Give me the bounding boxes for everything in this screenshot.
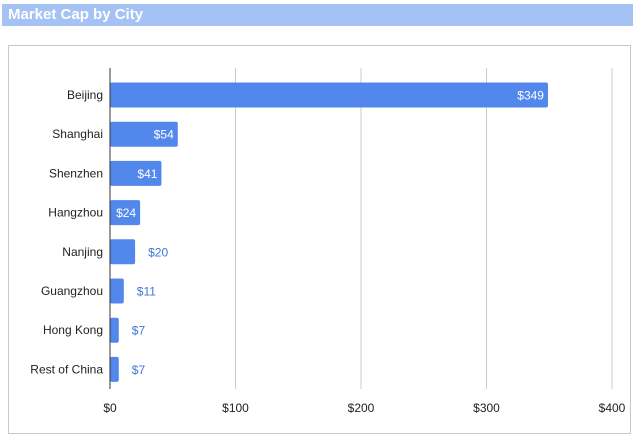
bar [110, 239, 136, 265]
data-label: $54 [154, 128, 174, 142]
bar [110, 121, 178, 147]
bar [110, 160, 162, 186]
x-tick-label: $100 [222, 401, 249, 415]
data-label: $7 [132, 363, 146, 377]
category-label: Rest of China [30, 362, 103, 376]
category-label: Hong Kong [43, 323, 103, 337]
category-label: Shenzhen [49, 166, 103, 180]
bar [110, 278, 124, 304]
category-label: Beijing [67, 88, 103, 102]
chart-title: Market Cap by City [2, 4, 633, 26]
category-label: Nanjing [62, 245, 103, 259]
category-label: Guangzhou [41, 284, 103, 298]
bars [110, 82, 548, 382]
category-label: Hangzhou [48, 206, 103, 220]
labels: $0 $100 $200 $300 $400 Beijing $349 Shanghai $54… [30, 88, 625, 415]
grid-lines [235, 68, 613, 389]
bar [110, 317, 119, 343]
x-tick-label: $400 [599, 401, 626, 415]
x-tick-label: $200 [348, 401, 375, 415]
bar [110, 356, 119, 382]
category-label: Shanghai [52, 127, 103, 141]
data-label: $24 [116, 206, 136, 220]
bar [110, 82, 548, 108]
x-tick-label: $300 [473, 401, 500, 415]
data-label: $20 [148, 245, 168, 259]
data-label: $349 [517, 89, 544, 103]
bar [110, 200, 141, 226]
x-tick-label: $0 [103, 401, 117, 415]
data-label: $41 [137, 167, 157, 181]
data-label: $11 [137, 285, 156, 299]
data-label: $7 [132, 324, 146, 338]
